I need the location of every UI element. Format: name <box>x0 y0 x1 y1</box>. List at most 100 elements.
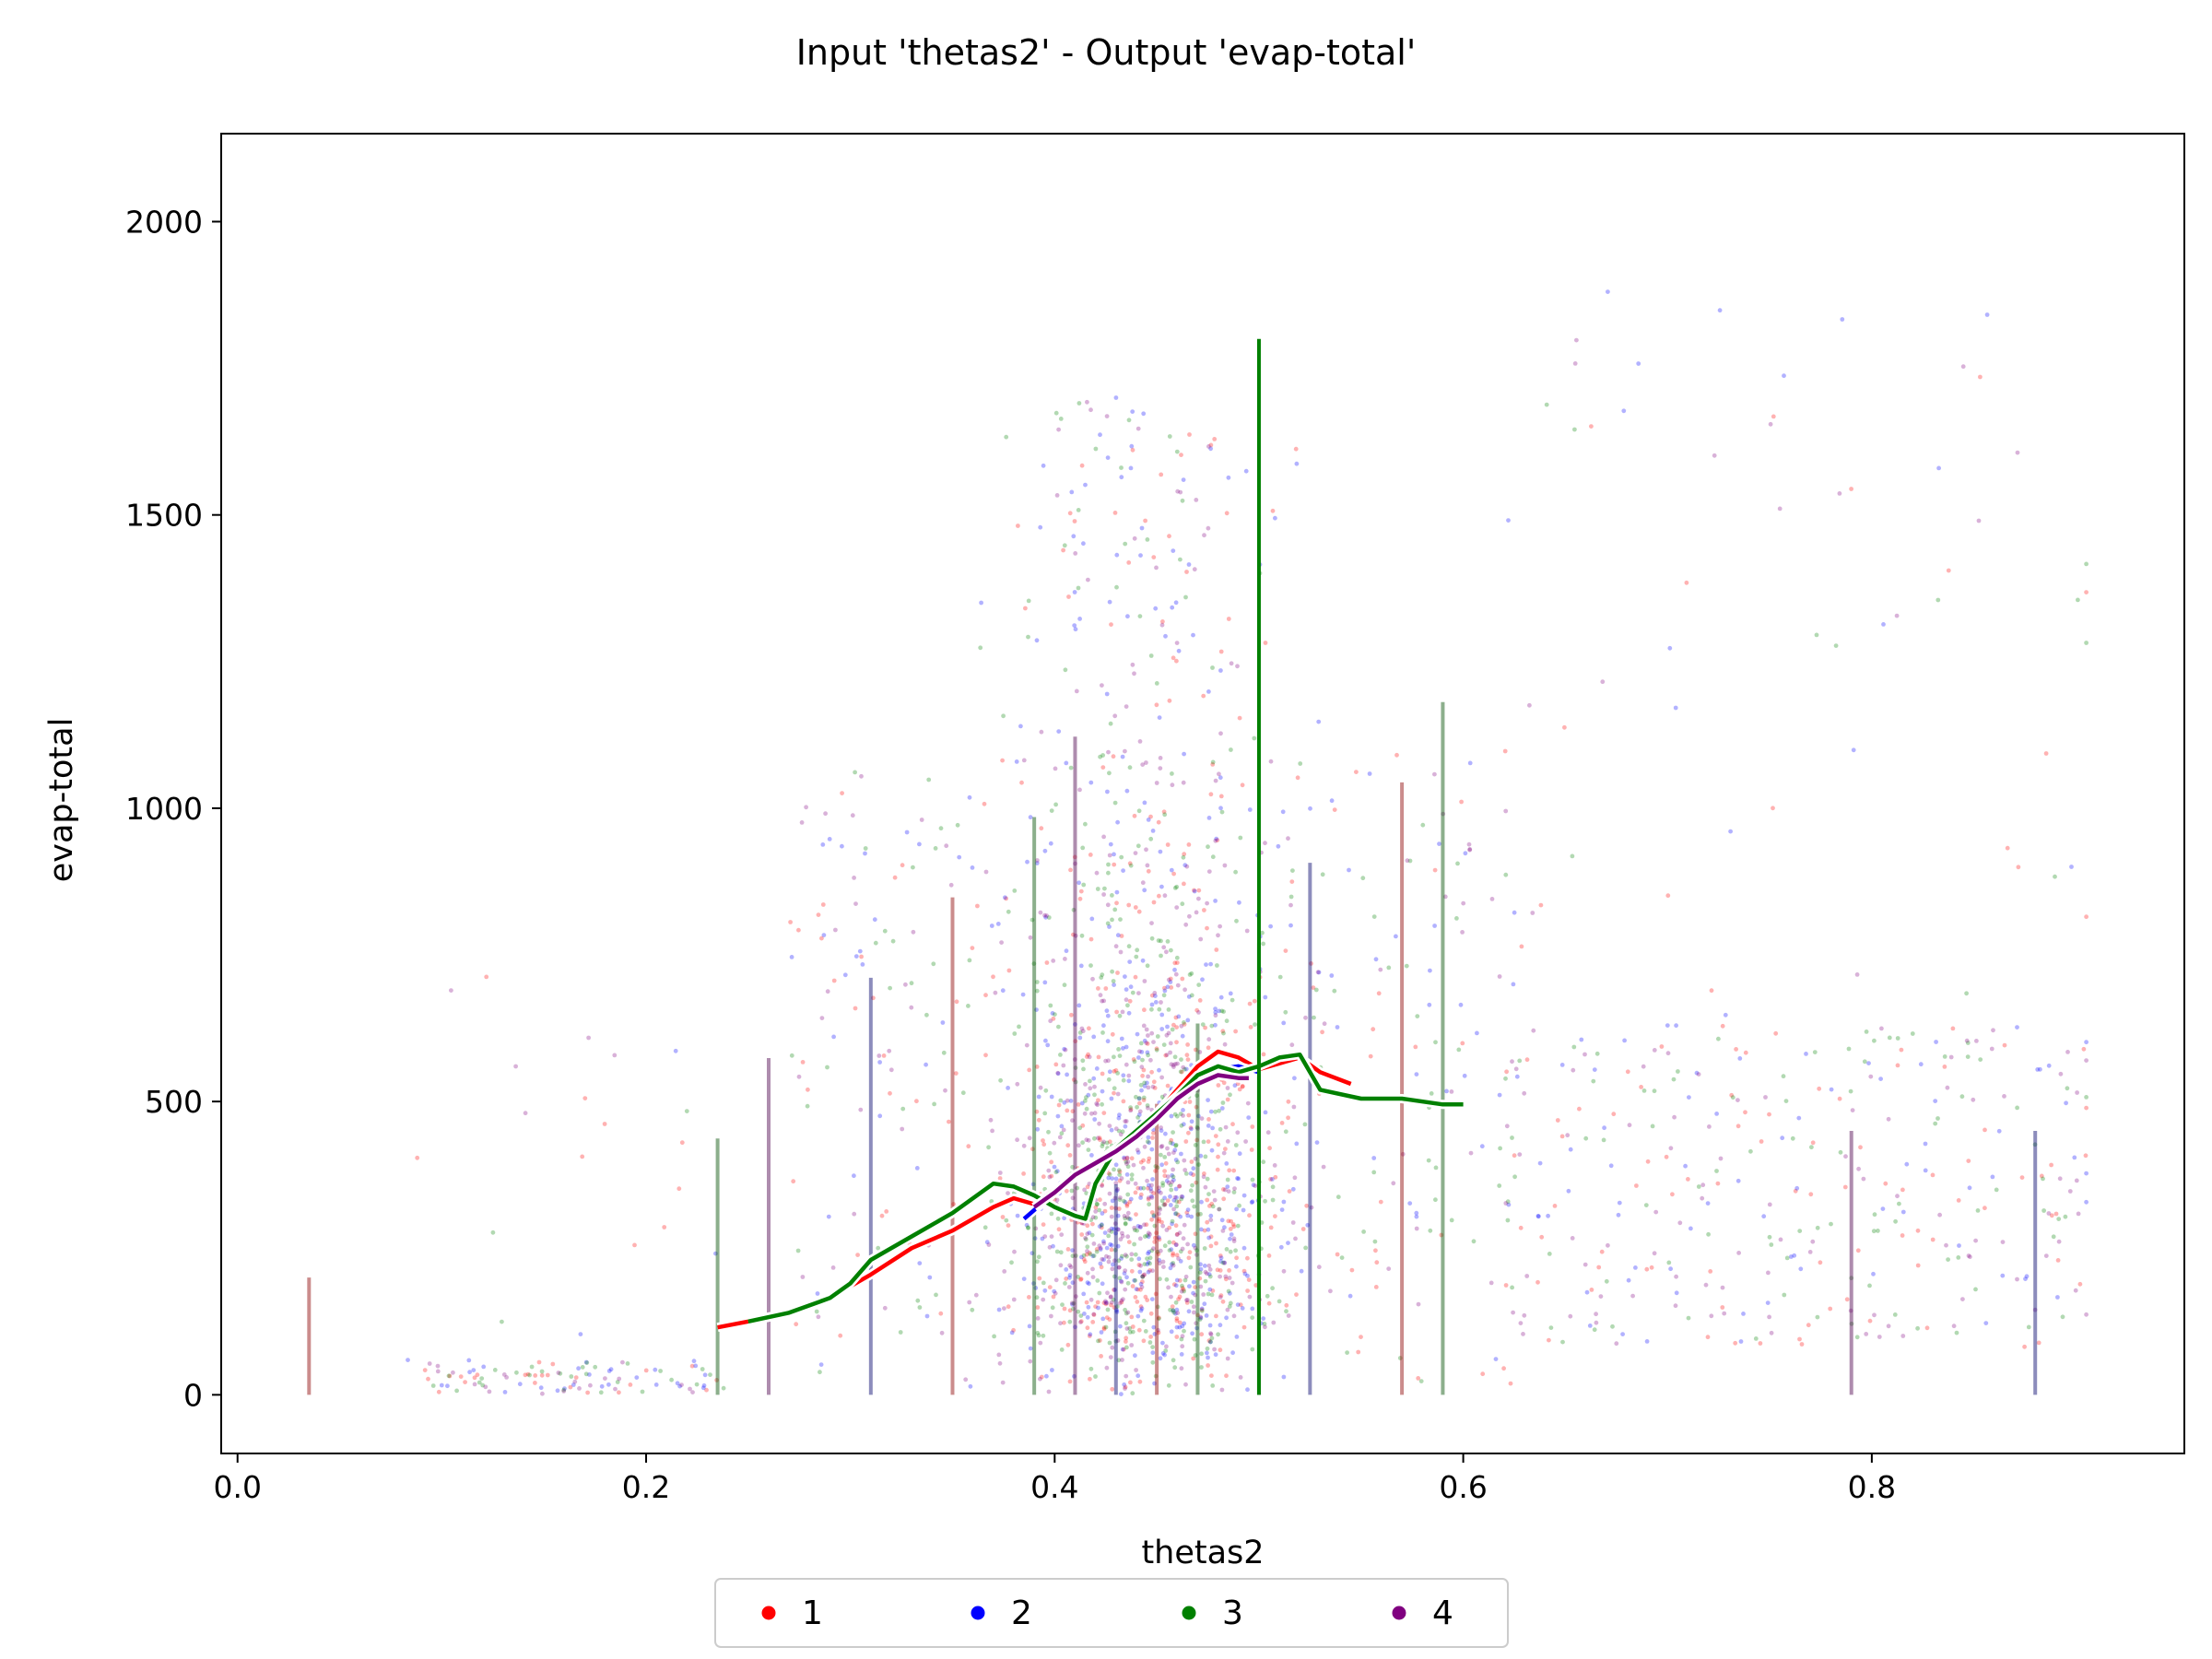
scatter-point <box>788 920 793 924</box>
scatter-point <box>1937 1212 1943 1218</box>
scatter-point <box>435 1363 441 1369</box>
scatter-point <box>1172 1147 1178 1153</box>
scatter-point <box>973 1292 979 1298</box>
scatter-point <box>1186 1255 1192 1261</box>
scatter-point <box>1206 1045 1211 1051</box>
scatter-point <box>492 1368 498 1372</box>
scatter-point <box>1099 1354 1103 1359</box>
scatter-point <box>1079 1254 1084 1260</box>
scatter-point <box>1335 1252 1340 1257</box>
scatter-point <box>1176 1256 1181 1261</box>
scatter-point <box>1065 1143 1071 1148</box>
y-tick-label: 1500 <box>125 498 203 534</box>
scatter-point <box>1715 1181 1721 1186</box>
scatter-point <box>1132 535 1137 541</box>
scatter-point <box>1117 1276 1123 1281</box>
scatter-point <box>1122 1156 1127 1161</box>
scatter-point <box>1156 938 1161 943</box>
scatter-point <box>1124 704 1129 709</box>
scatter-point <box>1100 1222 1104 1228</box>
scatter-point <box>1522 1090 1527 1096</box>
scatter-point <box>1271 1320 1277 1325</box>
scatter-point <box>1149 1195 1155 1200</box>
scatter-point <box>1216 1083 1221 1088</box>
scatter-point <box>2022 1344 2028 1349</box>
scatter-point <box>501 1372 507 1377</box>
scatter-point <box>1080 1058 1086 1064</box>
scatter-point <box>1129 1257 1135 1262</box>
scatter-point <box>1194 498 1199 502</box>
scatter-point <box>1166 1181 1171 1185</box>
scatter-point <box>1062 1100 1067 1105</box>
scatter-point <box>1170 782 1175 788</box>
scatter-point <box>1735 1178 1741 1183</box>
scatter-point <box>1026 1226 1030 1230</box>
scatter-point <box>941 1050 947 1055</box>
scatter-point <box>1128 1108 1134 1113</box>
scatter-point <box>804 805 808 810</box>
scatter-point <box>1203 1269 1208 1275</box>
scatter-point <box>1123 1200 1128 1205</box>
scatter-point <box>789 955 794 959</box>
scatter-point <box>1124 1335 1129 1341</box>
scatter-point <box>1051 1016 1056 1021</box>
scatter-point <box>562 1386 567 1391</box>
scatter-point <box>1208 1243 1214 1249</box>
scatter-point <box>1165 1174 1171 1180</box>
scatter-point <box>1315 970 1321 975</box>
scatter-point <box>1506 1202 1512 1207</box>
scatter-point <box>1112 982 1116 987</box>
scatter-point <box>1190 1198 1195 1204</box>
legend-entry-2: 2 <box>971 1594 1032 1632</box>
scatter-point <box>1673 705 1678 711</box>
scatter-point <box>1129 1156 1135 1161</box>
scatter-point <box>1214 947 1219 952</box>
scatter-point <box>1207 1323 1213 1328</box>
scatter-point <box>1141 1318 1147 1324</box>
scatter-point <box>1047 1244 1053 1250</box>
scatter-point <box>1071 534 1077 539</box>
scatter-point <box>1161 809 1167 815</box>
scatter-point <box>1081 1253 1087 1258</box>
scatter-point <box>1124 1156 1130 1161</box>
scatter-point <box>805 1103 810 1109</box>
scatter-point <box>1112 1305 1117 1310</box>
scatter-point <box>1140 958 1146 963</box>
scatter-point <box>1088 963 1093 968</box>
scatter-point <box>620 1359 625 1365</box>
scatter-point <box>1186 842 1192 847</box>
scatter-point <box>1202 533 1206 538</box>
scatter-point <box>1812 1050 1818 1054</box>
scatter-point <box>1767 1202 1772 1207</box>
scatter-point <box>968 1383 973 1389</box>
scatter-point <box>1511 1310 1515 1315</box>
scatter-point <box>1278 1244 1284 1250</box>
scatter-point <box>1291 1104 1297 1110</box>
scatter-point <box>1076 1275 1080 1279</box>
scatter-point <box>1136 991 1141 995</box>
scatter-point <box>1095 887 1100 891</box>
scatter-point <box>1038 1340 1043 1346</box>
scatter-point <box>1240 1084 1245 1089</box>
scatter-point <box>1112 1086 1117 1091</box>
scatter-point <box>1217 1108 1221 1113</box>
scatter-point <box>1372 1239 1378 1244</box>
scatter-point <box>1163 1160 1169 1166</box>
scatter-point <box>1103 1058 1108 1064</box>
scatter-point <box>1480 1371 1486 1377</box>
scatter-point <box>855 1253 860 1257</box>
scatter-point <box>1293 446 1299 452</box>
scatter-point <box>1322 1021 1327 1027</box>
scatter-point <box>967 794 972 800</box>
scatter-point <box>602 1122 607 1126</box>
scatter-point <box>1174 449 1180 454</box>
scatter-point <box>1000 758 1005 763</box>
scatter-point <box>1250 1177 1255 1182</box>
scatter-point <box>1116 1258 1122 1264</box>
scatter-point <box>1124 1321 1129 1326</box>
scatter-point <box>1112 1090 1116 1096</box>
scatter-point <box>1174 884 1180 889</box>
scatter-point <box>1166 1151 1171 1157</box>
scatter-point <box>1171 1063 1176 1067</box>
scatter-point <box>2024 1274 2030 1279</box>
